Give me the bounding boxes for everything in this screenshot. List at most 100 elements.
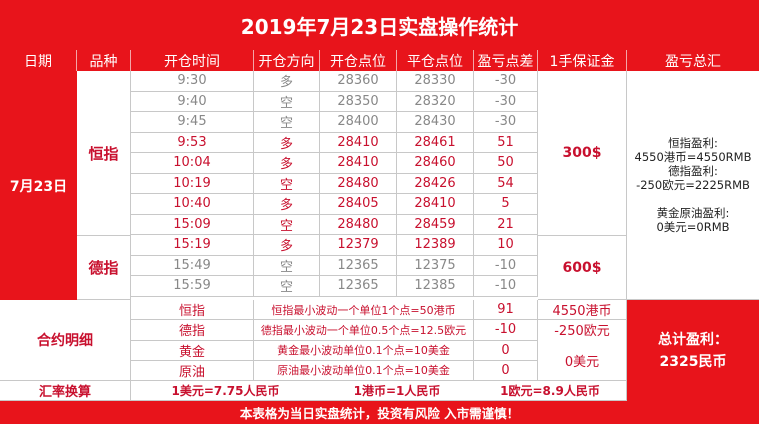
summary-oil-value: 0美元=0RMB	[656, 220, 730, 234]
header-open-time: 开仓时间	[131, 50, 254, 71]
trade-direction: 空	[254, 214, 320, 235]
contract-points: 91	[474, 300, 538, 321]
trade-close-price: 28320	[397, 91, 474, 112]
trade-time: 9:30	[131, 71, 254, 92]
trade-pnl: 51	[474, 132, 538, 153]
summary-dax-value: -250欧元=2225RMB	[636, 178, 750, 192]
contract-description: 恒指最小波动一个单位1个点=50港币	[254, 300, 474, 321]
trade-direction: 多	[254, 153, 320, 174]
trade-time: 15:19	[131, 235, 254, 256]
gold-oil-amount: 0美元	[538, 340, 627, 381]
contract-points: 0	[474, 340, 538, 361]
trade-pnl: -30	[474, 71, 538, 92]
trade-direction: 空	[254, 91, 320, 112]
trade-close-price: 12389	[397, 235, 474, 256]
contract-name: 原油	[131, 360, 254, 381]
header-open-price: 开仓点位	[320, 50, 397, 71]
trade-direction: 空	[254, 112, 320, 133]
trade-time: 15:09	[131, 214, 254, 235]
trade-close-price: 28461	[397, 132, 474, 153]
trade-pnl: 50	[474, 153, 538, 174]
trade-open-price: 12379	[320, 235, 397, 256]
contract-name: 黄金	[131, 340, 254, 361]
trade-pnl: 10	[474, 235, 538, 256]
trade-pnl: -10	[474, 255, 538, 276]
footer-disclaimer: 本表格为当日实盘统计，投资有风险 入市需谨慎！	[0, 401, 759, 424]
trade-direction: 多	[254, 132, 320, 153]
summary-block: 恒指盈利: 4550港币=4550RMB 德指盈利: -250欧元=2225RM…	[627, 71, 759, 300]
trade-close-price: 28330	[397, 71, 474, 92]
contract-description: 原油最小波动单位0.1个点=10美金	[254, 360, 474, 381]
trade-pnl: -30	[474, 91, 538, 112]
contracts-label: 合约明细	[0, 300, 131, 381]
fx-usd: 1美元=7.75人民币	[131, 381, 320, 401]
trade-direction: 空	[254, 173, 320, 194]
fx-label: 汇率换算	[0, 381, 131, 401]
trade-pnl: -10	[474, 276, 538, 297]
trade-pnl: -30	[474, 112, 538, 133]
trade-direction: 多	[254, 71, 320, 92]
fx-eur: 1欧元=8.9人民币	[474, 381, 627, 401]
header-product: 品种	[77, 50, 131, 71]
trade-time: 9:45	[131, 112, 254, 133]
summary-hsi-label: 恒指盈利:	[668, 136, 718, 150]
header-margin: 1手保证金	[538, 50, 627, 71]
header-pnl-points: 盈亏点差	[474, 50, 538, 71]
summary-dax-label: 德指盈利:	[668, 164, 718, 178]
trade-close-price: 28459	[397, 214, 474, 235]
trade-open-price: 28480	[320, 214, 397, 235]
contract-name: 德指	[131, 320, 254, 341]
trade-close-price: 28426	[397, 173, 474, 194]
contract-amount: 4550港币	[538, 300, 627, 321]
trade-open-price: 28480	[320, 173, 397, 194]
trade-open-price: 28410	[320, 153, 397, 174]
trade-close-price: 28460	[397, 153, 474, 174]
trade-open-price: 28350	[320, 91, 397, 112]
header-close-price: 平仓点位	[397, 50, 474, 71]
trade-time: 15:59	[131, 276, 254, 297]
trade-open-price: 12365	[320, 276, 397, 297]
trade-pnl: 5	[474, 194, 538, 215]
header-open-direction: 开仓方向	[254, 50, 320, 71]
date-cell: 7月23日	[0, 71, 77, 300]
contract-points: 0	[474, 360, 538, 381]
contract-points: -10	[474, 320, 538, 341]
trade-open-price: 28405	[320, 194, 397, 215]
trade-direction: 空	[254, 255, 320, 276]
sheet-title: 2019年7月23日实盘操作统计	[0, 0, 759, 50]
trade-pnl: 21	[474, 214, 538, 235]
contract-amount: -250欧元	[538, 320, 627, 341]
contract-name: 恒指	[131, 300, 254, 321]
fx-hkd: 1港币=1人民币	[320, 381, 474, 401]
total-profit-label: 总计盈利：	[658, 331, 728, 348]
trade-time: 9:40	[131, 91, 254, 112]
trade-time: 10:04	[131, 153, 254, 174]
product-dax: 德指	[77, 236, 131, 300]
trade-direction: 多	[254, 194, 320, 215]
total-profit-block: 总计盈利： 2325民币	[627, 300, 759, 401]
header-date: 日期	[0, 50, 77, 71]
trade-open-price: 28410	[320, 132, 397, 153]
trade-time: 10:40	[131, 194, 254, 215]
product-hsi: 恒指	[77, 71, 131, 236]
total-profit-value: 2325民币	[659, 353, 727, 370]
trade-time: 10:19	[131, 173, 254, 194]
trade-pnl: 54	[474, 173, 538, 194]
header-summary: 盈亏总汇	[627, 50, 759, 71]
trade-close-price: 28430	[397, 112, 474, 133]
contract-description: 德指最小波动一个单位0.5个点=12.5欧元	[254, 320, 474, 341]
trade-open-price: 28360	[320, 71, 397, 92]
margin-hsi: 300$	[538, 71, 627, 236]
summary-oil-label: 黄金原油盈利:	[656, 206, 730, 220]
trade-close-price: 12385	[397, 276, 474, 297]
contract-description: 黄金最小波动单位0.1个点=10美金	[254, 340, 474, 361]
trade-open-price: 12365	[320, 255, 397, 276]
trade-open-price: 28400	[320, 112, 397, 133]
trade-time: 15:49	[131, 255, 254, 276]
summary-hsi-value: 4550港币=4550RMB	[634, 150, 752, 164]
trade-direction: 空	[254, 276, 320, 297]
trade-close-price: 28410	[397, 194, 474, 215]
trade-direction: 多	[254, 235, 320, 256]
trade-close-price: 12375	[397, 255, 474, 276]
